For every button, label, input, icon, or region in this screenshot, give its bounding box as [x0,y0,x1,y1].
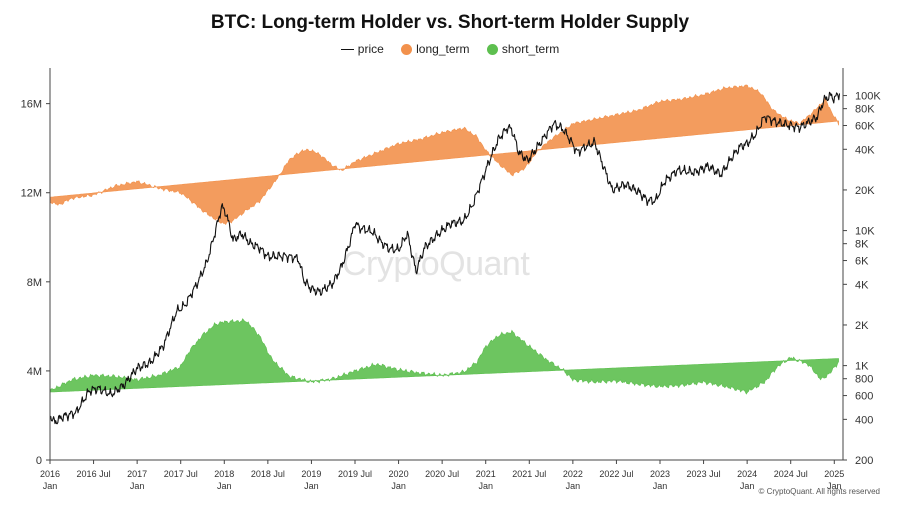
legend-item-price[interactable]: price [340,41,384,56]
x-tick-sublabel: Jan [478,481,493,491]
x-tick-label: 2016 [40,469,60,479]
legend-item-long-term[interactable]: long_term [401,41,470,56]
left-tick-label: 12M [21,188,42,200]
x-tick-sublabel: Jan [740,481,755,491]
x-tick-label: 2018 Jul [251,469,285,479]
x-tick-label: 2017 [127,469,147,479]
short-term-area [49,318,839,395]
x-tick-sublabel: Jan [391,481,406,491]
x-tick-label: 2017 Jul [164,469,198,479]
left-tick-label: 16M [21,99,42,111]
legend: price long_term short_term [0,41,900,56]
x-tick-sublabel: Jan [217,481,232,491]
right-tick-label: 200 [855,455,873,467]
right-tick-label: 800 [855,374,873,386]
area-layer [49,84,839,395]
x-tick-label: 2016 Jul [77,469,111,479]
right-tick-label: 600 [855,391,873,403]
long-term-dot-icon [401,44,413,56]
x-tick-sublabel: Jan [566,481,581,491]
x-tick-label: 2022 [563,469,583,479]
price-line [49,91,841,425]
left-tick-label: 8M [27,277,42,289]
x-tick-label: 2019 Jul [338,469,372,479]
right-tick-label: 10K [855,226,875,238]
x-tick-sublabel: Jan [827,481,842,491]
right-tick-label: 6K [855,256,869,268]
x-tick-sublabel: Jan [653,481,668,491]
x-tick-label: 2020 Jul [425,469,459,479]
legend-label-long-term: long_term [416,41,470,56]
short-term-dot-icon [486,44,498,56]
legend-label-price: price [357,41,384,56]
right-tick-label: 80K [855,104,875,116]
x-tick-sublabel: Jan [130,481,145,491]
x-tick-label: 2021 [476,469,496,479]
legend-label-short-term: short_term [501,41,560,56]
x-tick-label: 2019 [301,469,321,479]
right-tick-label: 1K [855,361,869,373]
right-tick-label: 2K [855,320,869,332]
legend-item-short-term[interactable]: short_term [486,41,560,56]
right-tick-label: 8K [855,239,869,251]
right-tick-label: 40K [855,144,875,156]
x-tick-label: 2024 [737,469,757,479]
x-tick-label: 2021 Jul [512,469,546,479]
price-line-swatch-icon [340,49,354,51]
x-tick-label: 2022 Jul [599,469,633,479]
copyright-credit: © CryptoQuant. All rights reserved [758,487,881,496]
x-tick-sublabel: Jan [304,481,319,491]
watermark: CryptoQuant [342,245,530,283]
right-tick-label: 20K [855,185,875,197]
x-tick-label: 2018 [214,469,234,479]
left-tick-label: 4M [27,366,42,378]
x-tick-label: 2023 [650,469,670,479]
right-tick-label: 60K [855,121,875,133]
x-tick-label: 2020 [389,469,409,479]
right-tick-label: 4K [855,279,869,291]
x-tick-label: 2024 Jul [774,469,808,479]
chart-title: BTC: Long-term Holder vs. Short-term Hol… [210,12,690,33]
right-tick-label: 400 [855,414,873,426]
right-tick-label: 100K [855,91,881,103]
x-tick-label: 2025 [824,469,844,479]
price-layer [49,91,841,425]
x-tick-label: 2023 Jul [687,469,721,479]
long-term-area [49,84,839,225]
left-tick-label: 0 [36,455,42,467]
x-tick-sublabel: Jan [43,481,58,491]
